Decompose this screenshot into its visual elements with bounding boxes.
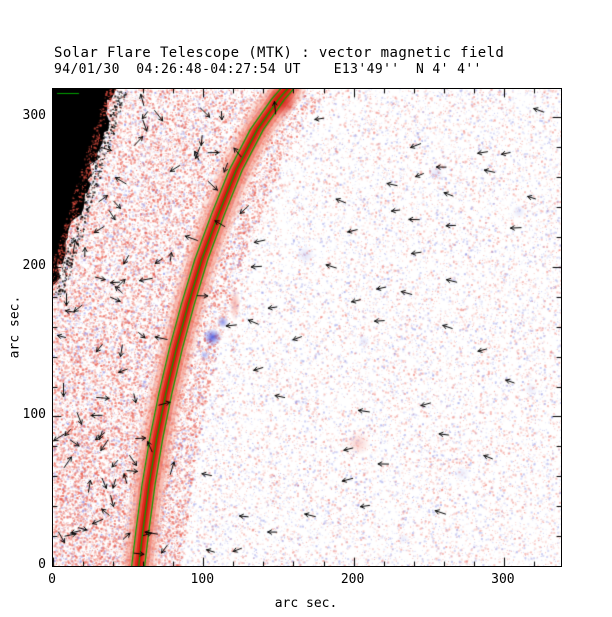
magnetogram-canvas <box>53 89 561 566</box>
x-axis-label: arc sec. <box>274 596 338 611</box>
x-tick-label: 200 <box>340 572 365 587</box>
y-tick-label: 0 <box>38 557 46 572</box>
x-tick-label: 300 <box>491 572 515 587</box>
y-tick-label: 100 <box>22 407 46 423</box>
plot-frame <box>52 88 562 567</box>
y-tick-label: 200 <box>22 257 46 273</box>
y-axis-label: arc sec. <box>7 295 23 359</box>
figure-subtitle: 94/01/30 04:26:48-04:27:54 UT E13'49'' N… <box>54 62 482 77</box>
x-tick-label: 100 <box>190 572 215 587</box>
figure-title: Solar Flare Telescope (MTK) : vector mag… <box>54 45 505 61</box>
y-tick-label: 300 <box>22 108 46 124</box>
x-tick-label: 0 <box>48 572 56 587</box>
